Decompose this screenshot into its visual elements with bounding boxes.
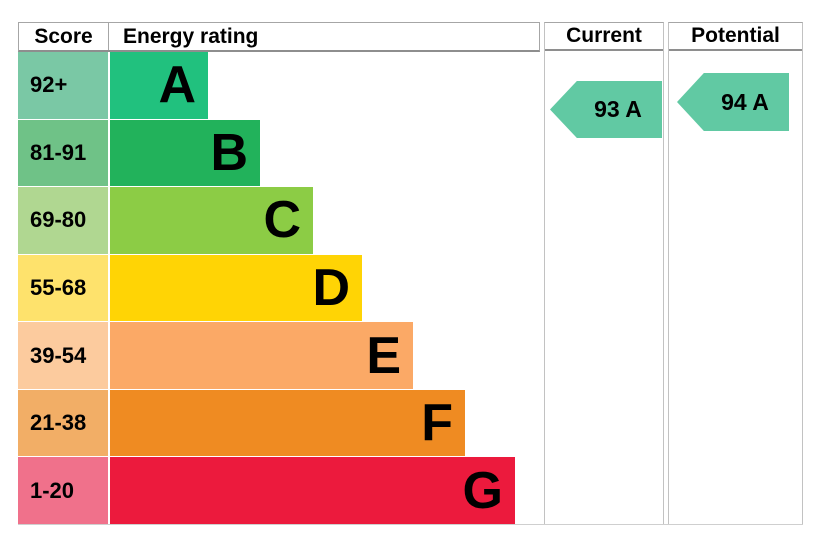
energy-rating-column-header: Energy rating (109, 23, 539, 50)
potential-header-label: Potential (691, 24, 780, 47)
table-bottom-border (18, 524, 803, 525)
band-row-g: 1-20 G (18, 457, 518, 525)
band-letter: A (158, 56, 196, 115)
potential-rating-arrow-icon: 94 A (677, 73, 789, 131)
band-row-f: 21-38 F (18, 389, 518, 458)
band-score-label: 55-68 (30, 275, 87, 301)
score-column-header: Score (19, 23, 109, 50)
band-rows: 92+ A 81-91 B 69-80 C 55-68 (18, 52, 518, 525)
current-rating-label: 93 A (594, 96, 642, 122)
band-row-c: 69-80 C (18, 187, 518, 255)
band-score-label: 81-91 (30, 139, 87, 165)
band-score-cell: 55-68 (18, 254, 108, 322)
band-score-label: 21-38 (30, 410, 87, 436)
band-score-cell: 81-91 (18, 119, 108, 187)
band-score-label: 69-80 (30, 207, 87, 233)
band-letter: E (366, 326, 401, 385)
band-score-cell: 21-38 (18, 389, 108, 457)
band-score-cell: 39-54 (18, 322, 108, 389)
band-letter: C (263, 191, 301, 250)
band-bar: G (110, 457, 515, 525)
band-score-cell: 69-80 (18, 187, 108, 254)
band-score-cell: 92+ (18, 52, 108, 119)
band-score-label: 92+ (30, 72, 68, 98)
band-bar: D (110, 254, 362, 322)
current-header-label: Current (566, 24, 642, 47)
band-bar: B (110, 119, 260, 187)
band-score-label: 39-54 (30, 342, 87, 368)
band-row-a: 92+ A (18, 52, 518, 120)
band-score-cell: 1-20 (18, 457, 108, 525)
band-score-label: 1-20 (30, 477, 75, 503)
band-letter: D (312, 259, 350, 318)
energy-rating-header-label: Energy rating (123, 24, 259, 48)
band-row-d: 55-68 D (18, 254, 518, 323)
band-letter: B (210, 123, 248, 182)
band-bar: A (110, 52, 208, 119)
current-rating-arrow-icon: 93 A (550, 81, 662, 138)
current-column-header: Current (545, 23, 663, 51)
header-row: Score Energy rating (18, 22, 540, 52)
band-bar: F (110, 389, 465, 457)
potential-column-header: Potential (669, 23, 802, 51)
score-header-label: Score (34, 24, 93, 48)
band-letter: G (462, 461, 503, 520)
band-row-b: 81-91 B (18, 119, 518, 188)
band-letter: F (421, 394, 453, 453)
band-row-e: 39-54 E (18, 322, 518, 390)
potential-rating-label: 94 A (721, 88, 769, 115)
band-bar: E (110, 322, 413, 389)
band-bar: C (110, 187, 313, 254)
